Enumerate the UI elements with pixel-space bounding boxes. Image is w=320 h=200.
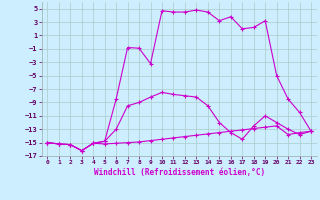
X-axis label: Windchill (Refroidissement éolien,°C): Windchill (Refroidissement éolien,°C)	[94, 168, 265, 177]
